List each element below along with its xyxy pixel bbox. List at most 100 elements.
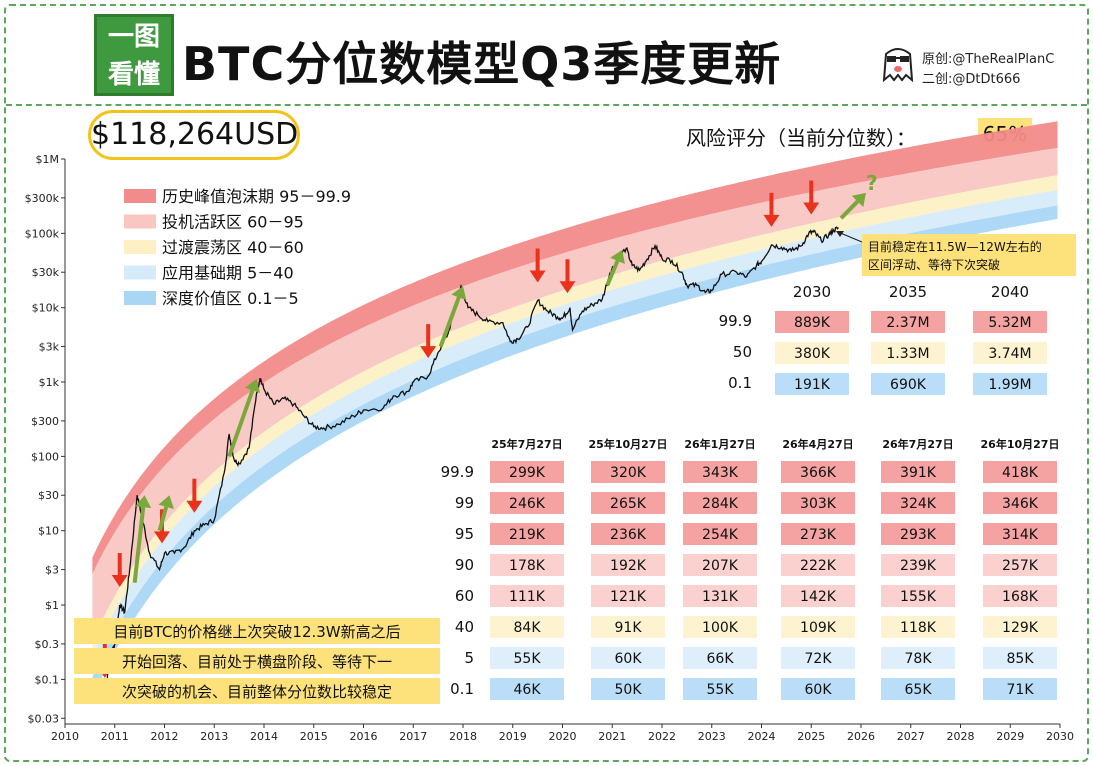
mascot-icon: [882, 48, 914, 82]
y-tick-label: $0.03: [28, 712, 60, 725]
proj-cell: 889K: [794, 315, 831, 331]
red-arrow-head: [529, 270, 546, 283]
x-tick-label: 2011: [101, 730, 129, 743]
quarter-quantile: 99.9: [441, 463, 474, 481]
quarter-cell-bg: [881, 523, 955, 545]
quarter-cell-bg: [781, 585, 855, 607]
x-tick-label: 2023: [698, 730, 726, 743]
x-tick-label: 2028: [947, 730, 975, 743]
quarter-cell-bg: [490, 554, 564, 576]
proj-cell: 3.74M: [988, 346, 1031, 362]
quarter-cell-bg: [591, 647, 665, 669]
green-arrow-shaft: [605, 260, 620, 287]
proj-cell: 5.32M: [988, 315, 1031, 331]
legend-label: 历史峰值泡沫期 95－99.9: [162, 187, 351, 206]
quarter-cell: 219K: [509, 527, 546, 543]
current-price: $118,264USD: [88, 110, 300, 160]
y-tick-label: $30: [38, 489, 59, 502]
quarter-cell: 155K: [900, 589, 937, 605]
legend-swatch: [124, 265, 156, 280]
quarter-cell: 391K: [900, 465, 937, 481]
green-arrow-shaft: [157, 506, 169, 532]
legend-label: 投机活跃区 60－95: [162, 213, 304, 232]
quarter-cell-bg: [983, 461, 1057, 483]
quarter-cell-bg: [881, 585, 955, 607]
quarter-cell: 55K: [707, 682, 735, 698]
quarter-cell: 91K: [615, 620, 643, 636]
quarter-cell-bg: [983, 616, 1057, 638]
quarter-cell-bg: [881, 616, 955, 638]
credit-second: 二创:@DtDt666: [922, 72, 1021, 87]
proj-cell-bg: [871, 373, 945, 395]
proj-cell-bg: [775, 373, 849, 395]
x-tick-label: 2025: [797, 730, 825, 743]
y-tick-label: $0.1: [35, 673, 60, 686]
price-series: [104, 226, 839, 696]
quarter-cell-bg: [683, 585, 757, 607]
band-value: [92, 205, 1058, 699]
quarter-cell: 207K: [702, 558, 739, 574]
quarter-cell: 60K: [615, 651, 643, 667]
x-tick-label: 2021: [598, 730, 626, 743]
quarter-cell-bg: [683, 678, 757, 700]
page-title: BTC分位数模型Q3季度更新: [182, 37, 782, 91]
quarter-cell: 346K: [1002, 496, 1039, 512]
quarter-cell: 320K: [610, 465, 647, 481]
current-pointer-head: [836, 231, 844, 237]
summary-note-line: 开始回落、目前处于横盘阶段、等待下一: [122, 653, 392, 671]
x-tick-label: 2013: [200, 730, 228, 743]
quarter-cell: 254K: [702, 527, 739, 543]
summary-note-line: 次突破的机会、目前整体分位数比较稳定: [122, 683, 392, 701]
proj-cell-bg: [871, 342, 945, 364]
quarter-cell-bg: [781, 554, 855, 576]
x-tick-label: 2015: [300, 730, 328, 743]
y-tick-label: $1k: [39, 376, 60, 389]
green-arrow-shaft: [438, 296, 461, 348]
quarter-cell-bg: [881, 678, 955, 700]
chart-axes: 2010 2011 2012 2013 2014 2015 2016 2017 2018 2019…: [25, 153, 1074, 743]
red-arrow-head: [763, 214, 780, 227]
quarter-cell-bg: [983, 492, 1057, 514]
proj-cell: 1.33M: [886, 346, 929, 362]
quarter-cell: 284K: [702, 496, 739, 512]
credit-original: 原创:@TheRealPlanC: [922, 52, 1055, 67]
red-arrow-head: [420, 346, 437, 359]
quarter-cell: 121K: [610, 589, 647, 605]
x-tick-label: 2012: [151, 730, 179, 743]
quarter-header: 26年7月27日: [882, 437, 953, 451]
quarter-cell: 343K: [702, 465, 739, 481]
y-tick-label: $3: [45, 564, 59, 577]
quarter-cell-bg: [983, 523, 1057, 545]
quarter-cell: 131K: [702, 589, 739, 605]
quarter-cell-bg: [781, 616, 855, 638]
green-arrow-shaft: [132, 506, 146, 583]
quarter-cell: 366K: [800, 465, 837, 481]
legend-swatch: [124, 189, 156, 203]
projection-tables: 2030 2035 2040 99.9 889K 2.37M 5.32M 50 380K 1.33…: [441, 283, 1059, 700]
text-annotations: 目前稳定在11.5W—12W左右的区间浮动、等待下次突破目前BTC的价格继上次突…: [74, 234, 1076, 704]
legend-swatch: [124, 240, 156, 254]
quarter-cell-bg: [781, 492, 855, 514]
quarter-cell: 84K: [514, 620, 542, 636]
proj-cell-bg: [973, 311, 1047, 333]
quarter-quantile: 40: [455, 618, 474, 636]
quarter-cell: 418K: [1002, 465, 1039, 481]
risk-score-label: 风险评分（当前分位数）：: [686, 126, 916, 150]
quarter-quantile: 90: [455, 556, 474, 574]
quarter-header: 25年10月27日: [589, 437, 668, 451]
summary-note-line: 目前BTC的价格继上次突破12.3W新高之后: [113, 623, 400, 641]
quarter-cell-bg: [490, 492, 564, 514]
proj-quantile: 0.1: [728, 374, 752, 392]
x-tick-label: 2027: [897, 730, 925, 743]
quarter-cell-bg: [591, 616, 665, 638]
proj-quantile: 99.9: [719, 312, 752, 330]
x-tick-label: 2020: [549, 730, 577, 743]
red-arrow-head: [186, 500, 203, 513]
quarter-header: 26年1月27日: [684, 437, 755, 451]
green-arrow-head: [851, 192, 866, 208]
chart-legend: 历史峰值泡沫期 95－99.9 投机活跃区 60－95 过渡震荡区 40－60 应用基…: [124, 187, 351, 308]
quarter-cell-bg: [683, 461, 757, 483]
quarter-cell: 222K: [800, 558, 837, 574]
quarter-cell: 192K: [610, 558, 647, 574]
